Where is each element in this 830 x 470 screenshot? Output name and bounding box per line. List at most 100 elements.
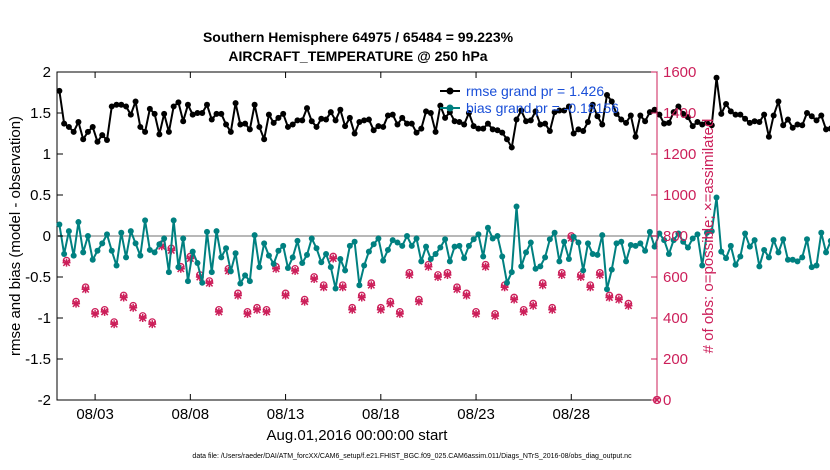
rmse-point — [413, 129, 420, 136]
obs-assimilated-point — [319, 283, 328, 292]
bias-point — [142, 217, 149, 224]
rmse-point — [442, 114, 449, 121]
bias-point — [56, 221, 63, 228]
bias-point — [723, 255, 730, 262]
bias-point — [746, 243, 753, 250]
rmse-point — [313, 123, 320, 130]
chart-title: Southern Hemisphere 64975 / 65484 = 99.2… — [203, 29, 514, 45]
y-right-tick-label: 1600 — [663, 64, 696, 81]
rmse-point — [523, 118, 530, 125]
bias-point — [508, 269, 515, 276]
rmse-point — [499, 129, 506, 136]
rmse-point — [342, 123, 349, 130]
obs-assimilated-point — [605, 293, 614, 302]
rmse-point — [118, 101, 125, 108]
rmse-point — [637, 112, 644, 119]
bias-point — [713, 194, 720, 201]
rmse-point — [408, 120, 415, 127]
rmse-point — [613, 110, 620, 117]
rmse-point — [684, 114, 691, 121]
y-left-tick-label: -1 — [38, 310, 51, 327]
rmse-point — [189, 111, 196, 118]
rmse-point — [461, 121, 468, 128]
bias-point — [70, 252, 77, 259]
rmse-point — [661, 120, 668, 127]
obs-count-layer — [62, 232, 662, 405]
rmse-point — [732, 111, 739, 118]
rmse-point — [356, 119, 363, 126]
rmse-point — [546, 128, 553, 135]
rmse-point — [151, 110, 158, 117]
rmse-point — [242, 120, 249, 127]
bias-point — [75, 219, 82, 226]
obs-assimilated-point — [491, 311, 500, 320]
obs-assimilated-point — [253, 305, 261, 314]
obs-assimilated-point — [472, 309, 481, 318]
bias-point — [161, 235, 168, 242]
rmse-point — [489, 126, 496, 133]
obs-assimilated-point — [72, 299, 81, 308]
bias-point — [699, 262, 706, 269]
rmse-point — [223, 121, 230, 128]
bias-point — [813, 262, 820, 269]
bias-point — [418, 258, 425, 265]
obs-assimilated-point — [129, 303, 138, 312]
rmse-point — [808, 113, 815, 120]
rmse-point — [699, 121, 706, 128]
bias-point — [132, 240, 139, 247]
bias-point — [604, 286, 610, 293]
bias-point — [718, 248, 725, 255]
bias-point — [651, 243, 658, 250]
obs-assimilated-point — [186, 254, 195, 263]
bias-point — [442, 236, 449, 243]
rmse-point — [108, 103, 115, 110]
bias-point — [256, 264, 263, 271]
rmse-point — [718, 110, 725, 117]
rmse-point — [332, 117, 339, 124]
rmse-point — [427, 110, 434, 116]
rmse-point — [327, 109, 334, 116]
rmse-point — [513, 116, 520, 123]
bias-point — [770, 237, 777, 244]
rmse-point — [384, 112, 391, 119]
bias-point — [165, 269, 172, 276]
y-axis-left: -2 -1.5 -1 -0.5 0 0.5 1 1.5 2 — [25, 64, 63, 409]
bias-point — [499, 253, 506, 260]
bias-point — [518, 263, 525, 270]
rmse-point — [94, 138, 101, 145]
rmse-point — [575, 126, 582, 133]
bias-point — [413, 235, 420, 242]
obs-assimilated-point — [81, 285, 90, 294]
bias-point — [799, 254, 806, 261]
obs-assimilated-point — [548, 305, 557, 314]
bias-point — [618, 238, 625, 245]
obs-assimilated-point — [110, 320, 119, 329]
rmse-point — [670, 109, 677, 116]
x-tick-label: 08/28 — [553, 406, 591, 423]
bias-point — [346, 242, 353, 249]
bias-point — [361, 262, 368, 269]
bias-point — [299, 260, 306, 267]
rmse-point — [227, 128, 234, 135]
y-right-tick-label: 200 — [663, 351, 688, 368]
y-axis-left-label: rmse and bias (model - observation) — [7, 116, 24, 356]
bias-point — [246, 278, 253, 285]
rmse-point — [237, 121, 244, 128]
obs-assimilated-point — [453, 285, 461, 294]
rmse-point — [232, 100, 239, 107]
rmse-point — [304, 105, 310, 112]
rmse-point — [251, 101, 258, 108]
y-right-tick-label: 800 — [663, 228, 688, 245]
bias-point — [684, 244, 691, 251]
obs-assimilated-point — [138, 314, 147, 322]
rmse-point — [794, 121, 801, 128]
obs-assimilated-point — [357, 293, 366, 302]
bias-point — [389, 237, 396, 244]
obs-assimilated-point — [119, 293, 128, 302]
y-axis-right: 0 200 400 600 800 1000 1200 1400 1600 — [651, 64, 696, 409]
rmse-point — [475, 125, 482, 132]
obs-assimilated-point — [281, 291, 290, 300]
bias-point — [823, 249, 830, 256]
bias-point — [84, 233, 91, 239]
rmse-point — [789, 124, 796, 131]
